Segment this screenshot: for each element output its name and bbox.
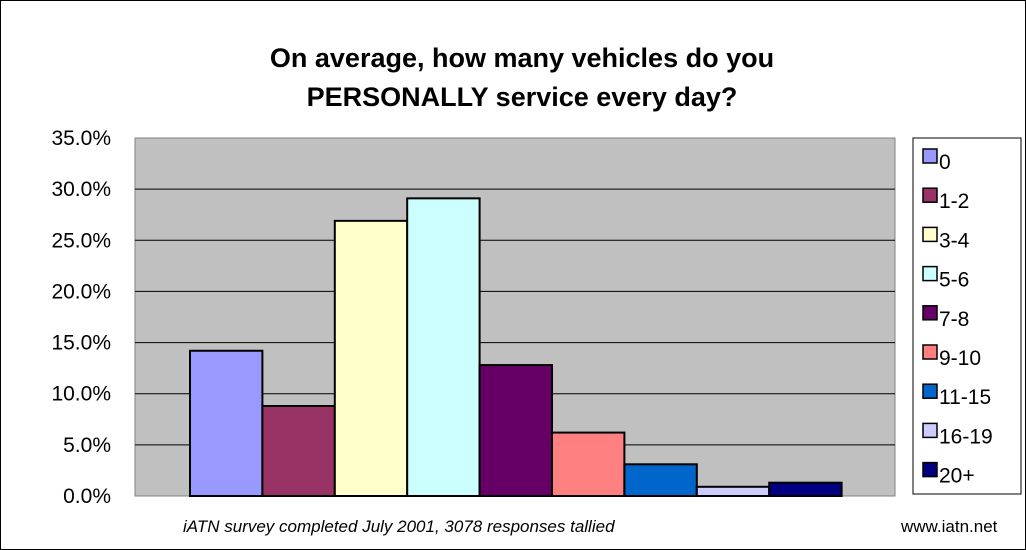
legend-swatch-11-15 bbox=[922, 383, 938, 399]
y-tick-label: 0.0% bbox=[63, 485, 111, 508]
legend-swatch-7-8 bbox=[922, 305, 938, 321]
y-tick-label: 25.0% bbox=[51, 229, 111, 252]
legend-swatch-16-19 bbox=[922, 422, 938, 439]
legend-label-9-10: 9-10 bbox=[939, 347, 981, 370]
y-tick-label: 35.0% bbox=[51, 127, 111, 150]
y-tick-label: 20.0% bbox=[51, 280, 111, 303]
bar-16-19 bbox=[695, 485, 771, 497]
legend-label-20+: 20+ bbox=[939, 465, 975, 488]
legend-label-1-2: 1-2 bbox=[939, 190, 969, 213]
legend-label-7-8: 7-8 bbox=[939, 308, 969, 331]
chart-title: On average, how many vehicles do you PER… bbox=[270, 43, 774, 112]
bars bbox=[189, 197, 843, 498]
bar-9-10 bbox=[551, 431, 626, 497]
legend-label-11-15: 11-15 bbox=[939, 386, 991, 409]
legend-swatch-5-6 bbox=[922, 265, 938, 282]
credit: www.iatn.net bbox=[900, 517, 998, 536]
legend-label-0: 0 bbox=[939, 151, 951, 174]
bar-5-6 bbox=[406, 197, 481, 497]
legend-label-5-6: 5-6 bbox=[939, 269, 969, 292]
legend-swatch-0 bbox=[922, 148, 938, 164]
legend-swatch-1-2 bbox=[922, 187, 938, 203]
legend-swatch-9-10 bbox=[922, 344, 938, 360]
y-tick-label: 10.0% bbox=[51, 383, 111, 406]
footnote: iATN survey completed July 2001, 3078 re… bbox=[183, 517, 615, 536]
bar-7-8 bbox=[478, 364, 554, 497]
bar-1-2 bbox=[261, 404, 336, 498]
y-tick-label: 5.0% bbox=[63, 434, 111, 457]
y-tick-label: 30.0% bbox=[51, 178, 111, 201]
bar-20+ bbox=[768, 481, 843, 497]
legend-swatch-3-4 bbox=[922, 226, 938, 243]
legend-label-3-4: 3-4 bbox=[939, 229, 970, 252]
chart-title-line-2: PERSONALLY service every day? bbox=[307, 82, 738, 112]
legend-items: 0 1-2 3-4 5-6 7-8 9-10 11-15 16-19 20+ bbox=[922, 148, 993, 488]
y-axis-ticks: 0.0% 5.0% 10.0% 15.0% 20.0% 25.0% 30.0% 35.0% bbox=[51, 127, 111, 508]
chart-title-line-1: On average, how many vehicles do you bbox=[270, 43, 774, 73]
bar-3-4 bbox=[333, 219, 409, 497]
bar-11-15 bbox=[623, 463, 698, 498]
legend-label-16-19: 16-19 bbox=[939, 425, 993, 448]
legend-swatch-20+ bbox=[922, 461, 938, 478]
bar-0 bbox=[189, 349, 264, 497]
y-tick-label: 15.0% bbox=[51, 332, 111, 355]
